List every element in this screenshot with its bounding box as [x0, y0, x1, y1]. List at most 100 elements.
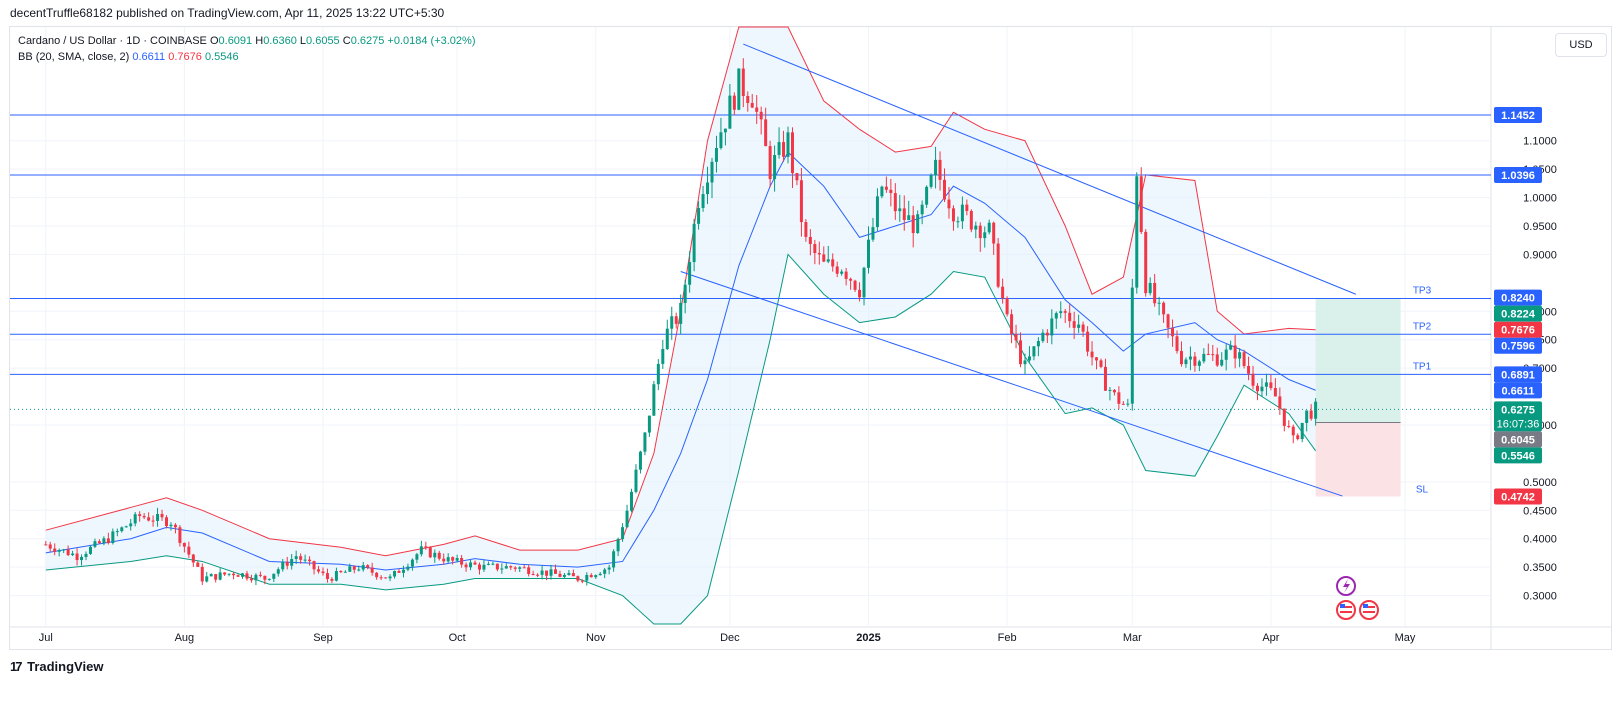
price-axis: 0.30000.35000.40000.45000.50000.60000.70… [1494, 107, 1557, 603]
candle-body [1157, 302, 1161, 304]
candle-body [428, 547, 432, 558]
chart-legend: Cardano / US Dollar · 1D · COINBASE O0.6… [18, 33, 476, 65]
lightning-bolt-icon [1343, 579, 1350, 593]
candle-body [960, 204, 964, 222]
target-labels: TP3 TP2 TP1 SL [1413, 286, 1432, 496]
chart-frame[interactable] [9, 26, 1612, 650]
target-label-tp1: TP1 [1413, 361, 1432, 372]
candle-body [638, 451, 642, 470]
y-tick-label: 1.0000 [1523, 193, 1557, 205]
candle-body [451, 557, 455, 561]
candle-body [741, 68, 745, 96]
candle-body [129, 523, 133, 527]
symbol-name: Cardano / US Dollar · 1D · COINBASE [18, 35, 207, 47]
us-flag-stripe-icon [1340, 611, 1352, 613]
y-tick-label: 0.3500 [1523, 562, 1557, 574]
candle-body [1059, 311, 1063, 314]
candle-body [437, 552, 441, 559]
x-tick-label: Feb [998, 632, 1017, 644]
candle-body [1197, 361, 1201, 366]
candle-body [728, 95, 732, 129]
candle-body [1179, 351, 1183, 365]
candle-body [93, 541, 97, 547]
candle-body [388, 576, 392, 579]
candle-body [996, 243, 1000, 287]
candle-body [969, 210, 973, 230]
candle-body [714, 148, 718, 162]
descending-channel [680, 43, 1357, 497]
candle-body [826, 259, 830, 262]
price-tag-countdown: 16:07:36 [1497, 418, 1540, 430]
candle-body [44, 544, 48, 546]
candle-body [48, 544, 52, 549]
candle-body [607, 567, 611, 570]
candle-body [1126, 403, 1130, 405]
candle-body [317, 569, 321, 572]
candle-body [518, 567, 522, 569]
high-value: 0.6360 [263, 35, 297, 47]
price-tag-value: 0.6891 [1501, 369, 1535, 381]
price-tag-bg [1494, 107, 1542, 124]
candle-body [808, 236, 812, 244]
candle-body [285, 561, 289, 566]
price-tag-bg [1494, 447, 1542, 464]
price-tag-value: 0.5546 [1501, 450, 1535, 462]
x-tick-label: Apr [1262, 632, 1279, 644]
candle-body [938, 159, 942, 180]
candle-body [943, 179, 947, 200]
candle-body [1103, 366, 1107, 391]
candle-body [1202, 353, 1206, 362]
candle-body [424, 546, 428, 548]
candle-body [245, 573, 249, 579]
candle-body [205, 576, 209, 582]
candle-body [974, 225, 978, 230]
candle-body [276, 569, 280, 574]
candle-body [1077, 324, 1081, 328]
x-tick-label: Mar [1123, 632, 1142, 644]
footer-brand: TradingView [27, 659, 104, 674]
y-tick-label: 0.3000 [1523, 591, 1557, 603]
candle-body [925, 186, 929, 205]
candle-body [495, 563, 499, 570]
candle-body [1108, 389, 1112, 391]
candle-body [947, 199, 951, 209]
candle-body [102, 538, 106, 544]
price-tag-value: 0.6045 [1501, 434, 1535, 446]
candle-body [1063, 311, 1067, 313]
y-tick-label: 0.5000 [1523, 477, 1557, 489]
candle-body [263, 575, 267, 580]
candle-body [1081, 324, 1085, 332]
currency-button[interactable]: USD [1555, 33, 1607, 57]
horizontal-levels [10, 114, 1491, 410]
candle-body [1211, 354, 1215, 356]
candle-body [352, 566, 356, 570]
candle-body [401, 569, 405, 573]
x-tick-label: Aug [175, 632, 195, 644]
candle-body [71, 553, 75, 556]
change-value: +0.0184 (+3.02%) [387, 35, 476, 47]
candle-body [768, 146, 772, 180]
y-tick-label: 0.4500 [1523, 505, 1557, 517]
candle-body [133, 514, 137, 524]
candle-body [325, 573, 329, 579]
candle-body [223, 572, 227, 575]
candle-body [965, 204, 969, 211]
candle-body [236, 575, 240, 577]
candle-body [706, 182, 710, 195]
candle-body [603, 569, 607, 574]
candle-body [433, 552, 437, 558]
candle-body [804, 222, 808, 237]
price-tag-bg [1494, 289, 1542, 306]
candle-body [84, 553, 88, 557]
candle-body [294, 556, 298, 560]
candle-body [1260, 386, 1264, 392]
candle-body [500, 568, 504, 570]
candle-body [1121, 403, 1125, 405]
candle-body [750, 103, 754, 108]
candle-body [1086, 331, 1090, 352]
y-tick-label: 0.4000 [1523, 534, 1557, 546]
candle-body [187, 546, 191, 555]
candle-body [343, 571, 347, 573]
candle-body [138, 514, 142, 517]
